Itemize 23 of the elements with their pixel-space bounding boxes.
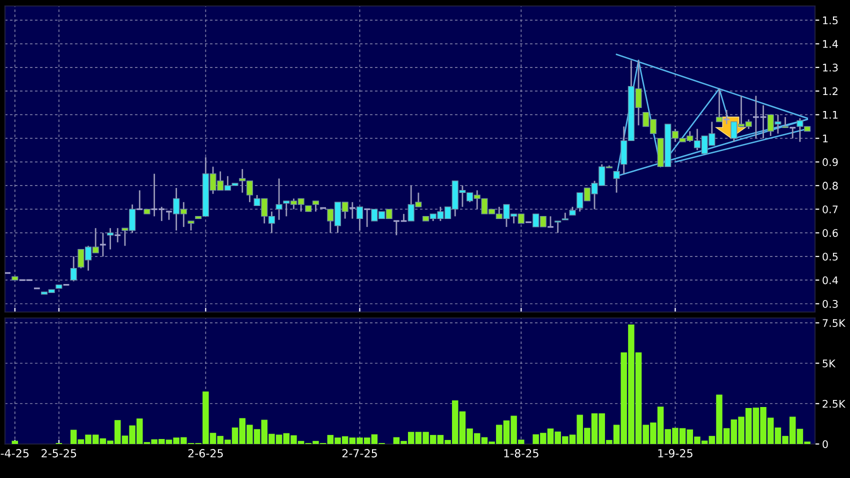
y-tick-label: 5K [822, 360, 836, 368]
y-tick-label: 1.2 [823, 87, 838, 96]
y-tick-label: 1.4 [823, 40, 838, 48]
x-tick-label: -4-25 [0, 449, 29, 458]
x-tick-label: 2-6-25 [188, 449, 223, 458]
x-tick-label: 2-7-25 [342, 449, 377, 458]
x-tick-label: 1-8-25 [504, 449, 538, 458]
y-tick-label: 0 [822, 440, 828, 448]
x-tick-label: 2-5-25 [42, 449, 76, 458]
y-tick-label: 0.5 [822, 252, 838, 261]
y-tick-label: 0.8 [822, 182, 838, 190]
y-tick-label: 2.5K [822, 400, 846, 408]
x-tick-label: 1-9-25 [658, 449, 692, 458]
y-tick-label: 0.7 [822, 205, 838, 214]
y-tick-label: 0.9 [822, 158, 838, 166]
y-tick-label: 1.3 [823, 64, 838, 72]
y-tick-label: 1.1 [823, 111, 838, 119]
y-tick-label: 0.6 [822, 229, 838, 237]
y-tick-label: 0.4 [822, 276, 838, 284]
y-tick-label: 1.5 [823, 16, 838, 24]
y-tick-label: 7.5K [822, 319, 846, 327]
y-tick-label: 0.3 [822, 300, 838, 308]
y-tick-label: 1 [823, 134, 828, 142]
